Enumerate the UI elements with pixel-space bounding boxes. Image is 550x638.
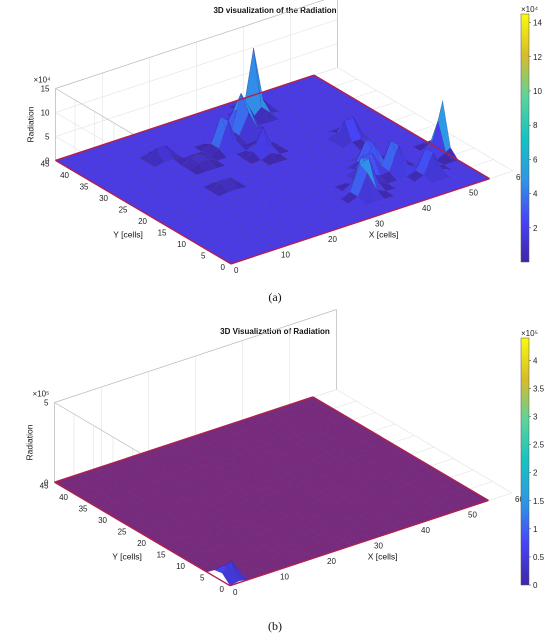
x-tick-label: 40 [421, 526, 430, 535]
colorbar-tick-label: 1 [533, 525, 538, 534]
colorbar-tick-label: 0.5 [533, 553, 545, 562]
colorbar-tick-label: 4 [533, 190, 538, 199]
colorbar-gradient [520, 337, 530, 586]
panel-b: 3D Visualization of Radiation01020304050… [25, 309, 545, 633]
z-tick-label: 15 [41, 85, 50, 94]
x-tick-label: 40 [422, 204, 431, 213]
y-tick-label: 5 [200, 574, 205, 583]
colorbar-tick-label: 0 [533, 581, 538, 590]
y-tick-label: 0 [221, 263, 226, 272]
wall-outline [55, 159, 232, 265]
z-tick-label: 0 [45, 157, 50, 166]
x-tick-label: 20 [328, 235, 337, 244]
x-tick-label: 20 [327, 557, 336, 566]
x-tick-label: 10 [280, 573, 289, 582]
wall-outline [230, 177, 490, 265]
grid-line [337, 67, 514, 172]
colorbar-tick-label: 3 [533, 413, 538, 422]
colorbar-tick-label: 3.5 [533, 385, 545, 394]
x-axis-label: X [cells] [369, 230, 399, 240]
y-tick-label: 20 [138, 217, 147, 226]
grid-line [336, 389, 513, 494]
colorbar-tick-label: 4 [533, 356, 538, 365]
x-tick-label: 0 [234, 266, 239, 275]
panel-label: (a) [268, 290, 281, 304]
colorbar: 2 4 6 8 10 12 14 ×10⁴ [520, 5, 542, 263]
x-tick-label: 50 [468, 511, 477, 520]
y-tick-label: 45 [40, 482, 49, 491]
colorbar-tick-label: 12 [533, 53, 542, 62]
colorbar-exponent: ×10⁵ [521, 329, 538, 338]
colorbar: 0 0.5 1 1.5 2 2.5 3 3.5 4 ×10⁵ [520, 329, 545, 590]
wall-outline [55, 74, 315, 162]
z-axis-label: Radiation [26, 106, 36, 142]
colorbar-gradient [520, 13, 530, 263]
x-tick-label: 30 [375, 220, 384, 229]
chart-title: 3D Visualization of Radiation [220, 327, 330, 336]
x-tick-label: 30 [374, 542, 383, 551]
y-tick-label: 25 [118, 528, 127, 537]
y-tick-label: 30 [98, 516, 107, 525]
z-tick-label: 10 [41, 109, 50, 118]
x-tick-label: 50 [469, 189, 478, 198]
x-tick-label: 10 [281, 251, 290, 260]
y-tick-label: 35 [79, 505, 88, 514]
colorbar-tick-label: 6 [533, 155, 538, 164]
y-tick-label: 45 [41, 160, 50, 169]
z-exponent: ×10⁵ [33, 390, 50, 399]
colorbar-exponent: ×10⁴ [521, 5, 539, 14]
box-edge [55, 0, 325, 89]
colorbar-tick-label: 8 [533, 121, 538, 130]
x-axis-label: X [cells] [368, 552, 398, 562]
x-tick-label: 60 [515, 495, 524, 504]
panel-a: 3D visualization of the Radiation0102030… [26, 0, 542, 304]
chart-title: 3D visualization of the Radiation [213, 6, 336, 15]
wall-outline [313, 74, 490, 180]
box-edge [54, 309, 337, 403]
y-tick-label: 30 [99, 194, 108, 203]
x-tick-label: 60 [516, 173, 525, 182]
y-tick-label: 0 [220, 585, 225, 594]
colorbar-tick-label: 10 [533, 87, 542, 96]
colorbar-tick-label: 2 [533, 224, 538, 233]
z-tick-label: 5 [44, 399, 49, 408]
colorbar-tick-label: 1.5 [533, 497, 545, 506]
y-tick-label: 5 [201, 252, 206, 261]
z-tick-label: 0 [44, 479, 49, 488]
colorbar-tick-label: 2.5 [533, 441, 545, 450]
wall-outline [229, 499, 489, 587]
y-tick-label: 25 [119, 206, 128, 215]
y-axis-label: Y [cells] [112, 551, 142, 561]
surface [54, 396, 489, 587]
panel-label: (b) [268, 619, 282, 633]
z-tick-label: 5 [45, 133, 50, 142]
wall-outline [312, 396, 489, 502]
colorbar-tick-label: 14 [533, 19, 542, 28]
y-tick-label: 10 [177, 240, 186, 249]
y-tick-label: 20 [137, 539, 146, 548]
y-tick-label: 15 [158, 229, 167, 238]
wall-outline [54, 481, 231, 587]
x-tick-label: 0 [233, 588, 238, 597]
colorbar-tick-label: 2 [533, 469, 538, 478]
surface [55, 48, 490, 265]
y-tick-label: 40 [60, 171, 69, 180]
y-axis-label: Y [cells] [113, 229, 143, 239]
ticks: 0102030405060051015202530354045051015×10… [34, 76, 526, 276]
y-tick-label: 35 [80, 183, 89, 192]
z-axis-label: Radiation [25, 424, 35, 460]
wall-outline [54, 396, 314, 483]
y-tick-label: 15 [157, 551, 166, 560]
y-tick-label: 10 [176, 562, 185, 571]
z-exponent: ×10⁴ [34, 76, 52, 85]
y-tick-label: 40 [59, 493, 68, 502]
